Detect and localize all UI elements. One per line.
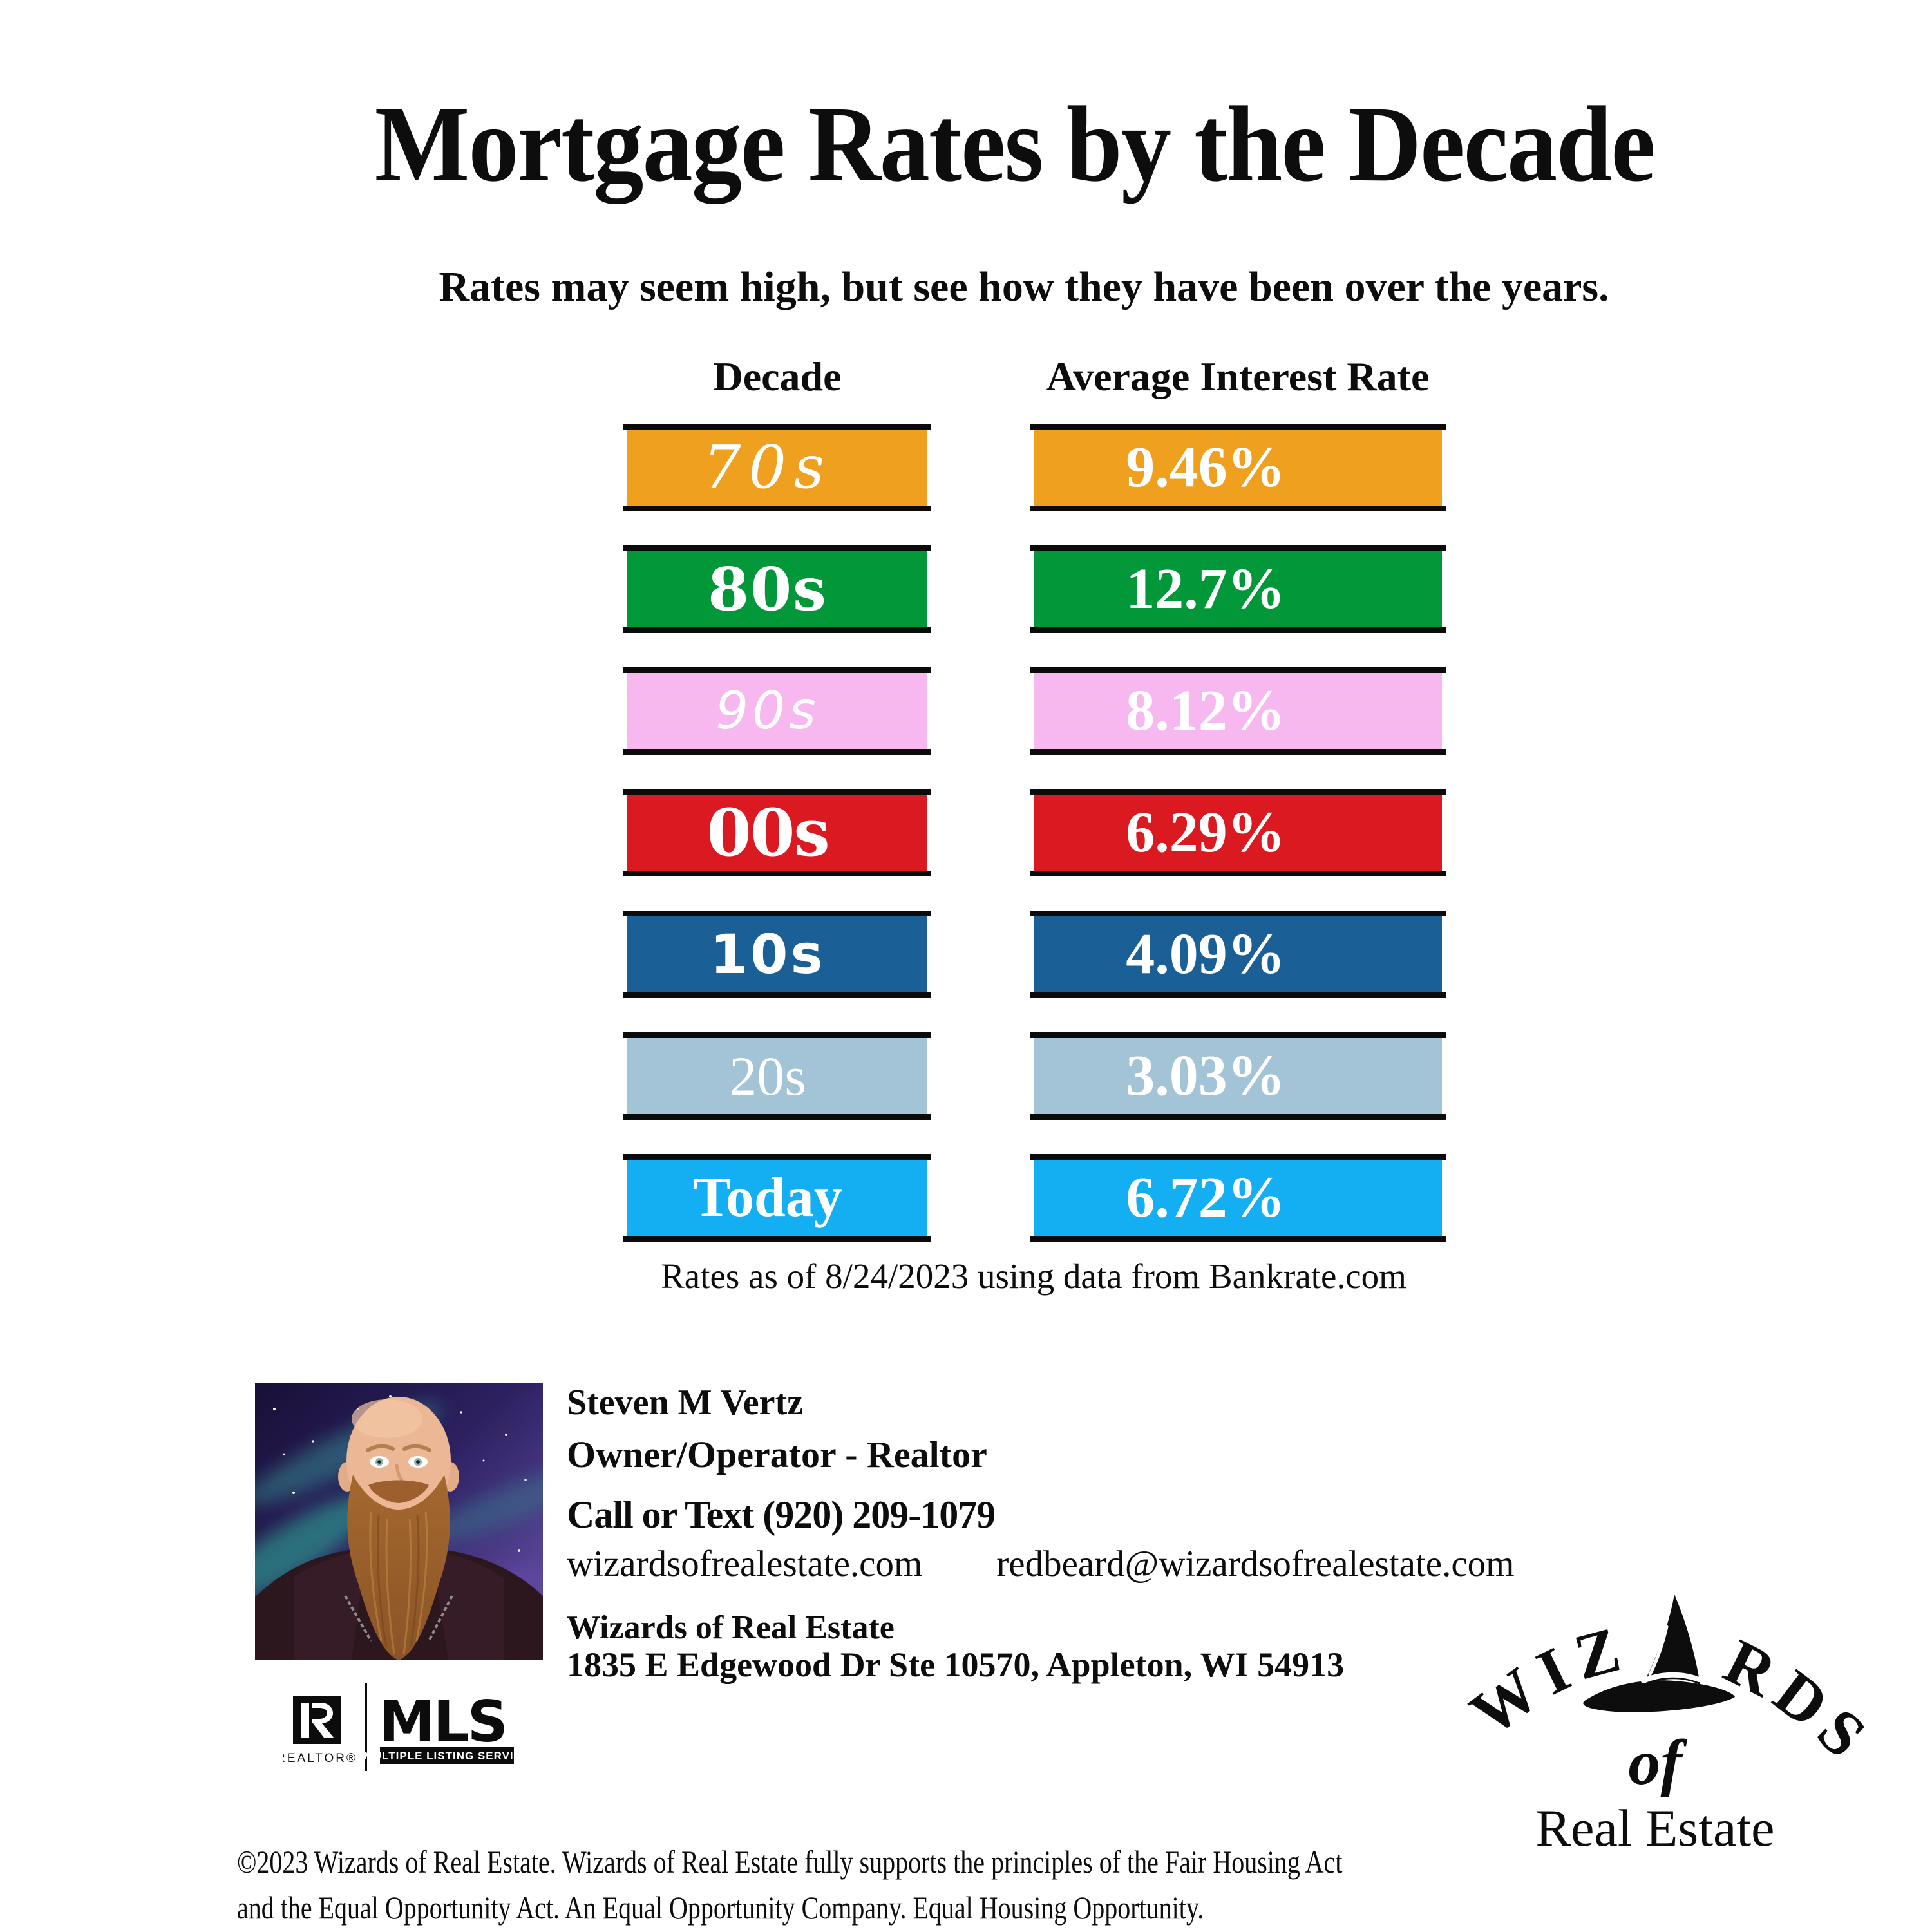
rates-table: 70s 9.46% 80s 12.7% 90s 8.12% 00s 6.29% …	[623, 424, 1446, 1242]
agent-role: Owner/Operator - Realtor	[567, 1434, 987, 1475]
agent-name: Steven M Vertz	[567, 1383, 804, 1423]
decade-cell: 80s	[623, 545, 931, 633]
agent-address: 1835 E Edgewood Dr Ste 10570, Appleton, …	[567, 1645, 1345, 1684]
decade-label: 00s	[706, 795, 829, 871]
brand-logo: WIZ RDS of Real Estate	[1457, 1595, 1886, 1857]
decade-label: 80s	[708, 554, 828, 624]
logo-divider	[365, 1683, 367, 1771]
rate-cell: 8.12%	[1030, 667, 1446, 755]
agent-web-email-line: wizardsofrealestate.com redbeard@wizardso…	[567, 1546, 1514, 1582]
page-subtitle: Rates may seem high, but see how they ha…	[439, 263, 1609, 310]
legal-footer: ©2023 Wizards of Real Estate. Wizards of…	[237, 1839, 1422, 1931]
mustache	[368, 1480, 429, 1503]
rate-label: 9.46%	[1126, 435, 1285, 499]
brand-of-word: of	[1628, 1727, 1687, 1798]
rate-label: 12.7%	[1126, 557, 1285, 621]
realtor-wordmark: REALTOR®	[283, 1752, 357, 1765]
column-header-decade: Decade	[713, 354, 842, 399]
rate-label: 4.09%	[1126, 922, 1285, 986]
decade-cell: 10s	[623, 911, 931, 998]
rate-label: 8.12%	[1126, 679, 1285, 743]
decade-cell: 00s	[623, 789, 931, 876]
brand-arc-left: WIZ	[1457, 1611, 1636, 1750]
rate-cell: 6.72%	[1030, 1154, 1446, 1242]
rate-cell: 6.29%	[1030, 789, 1446, 876]
rate-cell: 4.09%	[1030, 911, 1446, 998]
mls-logo: MLS MULTIPLE LISTING SERVICE	[364, 1689, 528, 1764]
agent-website: wizardsofrealestate.com	[567, 1544, 923, 1584]
column-header-rate: Average Interest Rate	[1046, 354, 1430, 399]
decade-cell: 20s	[623, 1032, 931, 1120]
decade-label: 20s	[729, 1045, 806, 1107]
eyes	[370, 1456, 428, 1468]
agent-headshot-photo	[255, 1383, 543, 1660]
beard	[347, 1475, 450, 1660]
rate-cell: 12.7%	[1030, 545, 1446, 633]
mls-wordmark: MLS	[379, 1689, 506, 1755]
rate-label: 6.29%	[1126, 800, 1285, 864]
page-title: Mortgage Rates by the Decade	[48, 82, 1932, 207]
brand-arc-right: RDS	[1714, 1625, 1886, 1777]
realtor-logo: REALTOR®	[283, 1696, 357, 1765]
wizard-hat-icon	[1583, 1595, 1735, 1712]
decade-label: 70s	[703, 433, 833, 502]
decade-cell: 70s	[623, 424, 931, 511]
agent-email: redbeard@wizardsofrealestate.com	[996, 1544, 1515, 1584]
legal-line-2: and the Equal Opportunity Act. An Equal …	[237, 1889, 1204, 1926]
mls-tagline: MULTIPLE LISTING SERVICE	[364, 1750, 528, 1762]
rate-cell: 3.03%	[1030, 1032, 1446, 1120]
agent-company: Wizards of Real Estate	[567, 1609, 895, 1646]
realtor-mls-logos: REALTOR® MLS MULTIPLE LISTING SERVICE	[283, 1683, 528, 1771]
decade-label: 10s	[710, 923, 826, 986]
brand-name: Real Estate	[1535, 1799, 1774, 1857]
page-title-text: Mortgage Rates by the Decade	[374, 84, 1655, 204]
legal-line-1: ©2023 Wizards of Real Estate. Wizards of…	[237, 1844, 1343, 1880]
rate-label: 6.72%	[1126, 1166, 1285, 1229]
decade-cell: Today	[623, 1154, 931, 1242]
realtor-r-icon	[301, 1703, 334, 1738]
rate-label: 3.03%	[1126, 1044, 1285, 1108]
rate-cell: 9.46%	[1030, 424, 1446, 511]
agent-phone: Call or Text (920) 209-1079	[567, 1493, 996, 1536]
face	[338, 1397, 459, 1524]
decade-cell: 90s	[623, 667, 931, 755]
decade-label: Today	[693, 1166, 842, 1229]
decade-label: 90s	[715, 681, 820, 741]
table-caption: Rates as of 8/24/2023 using data from Ba…	[661, 1256, 1406, 1296]
